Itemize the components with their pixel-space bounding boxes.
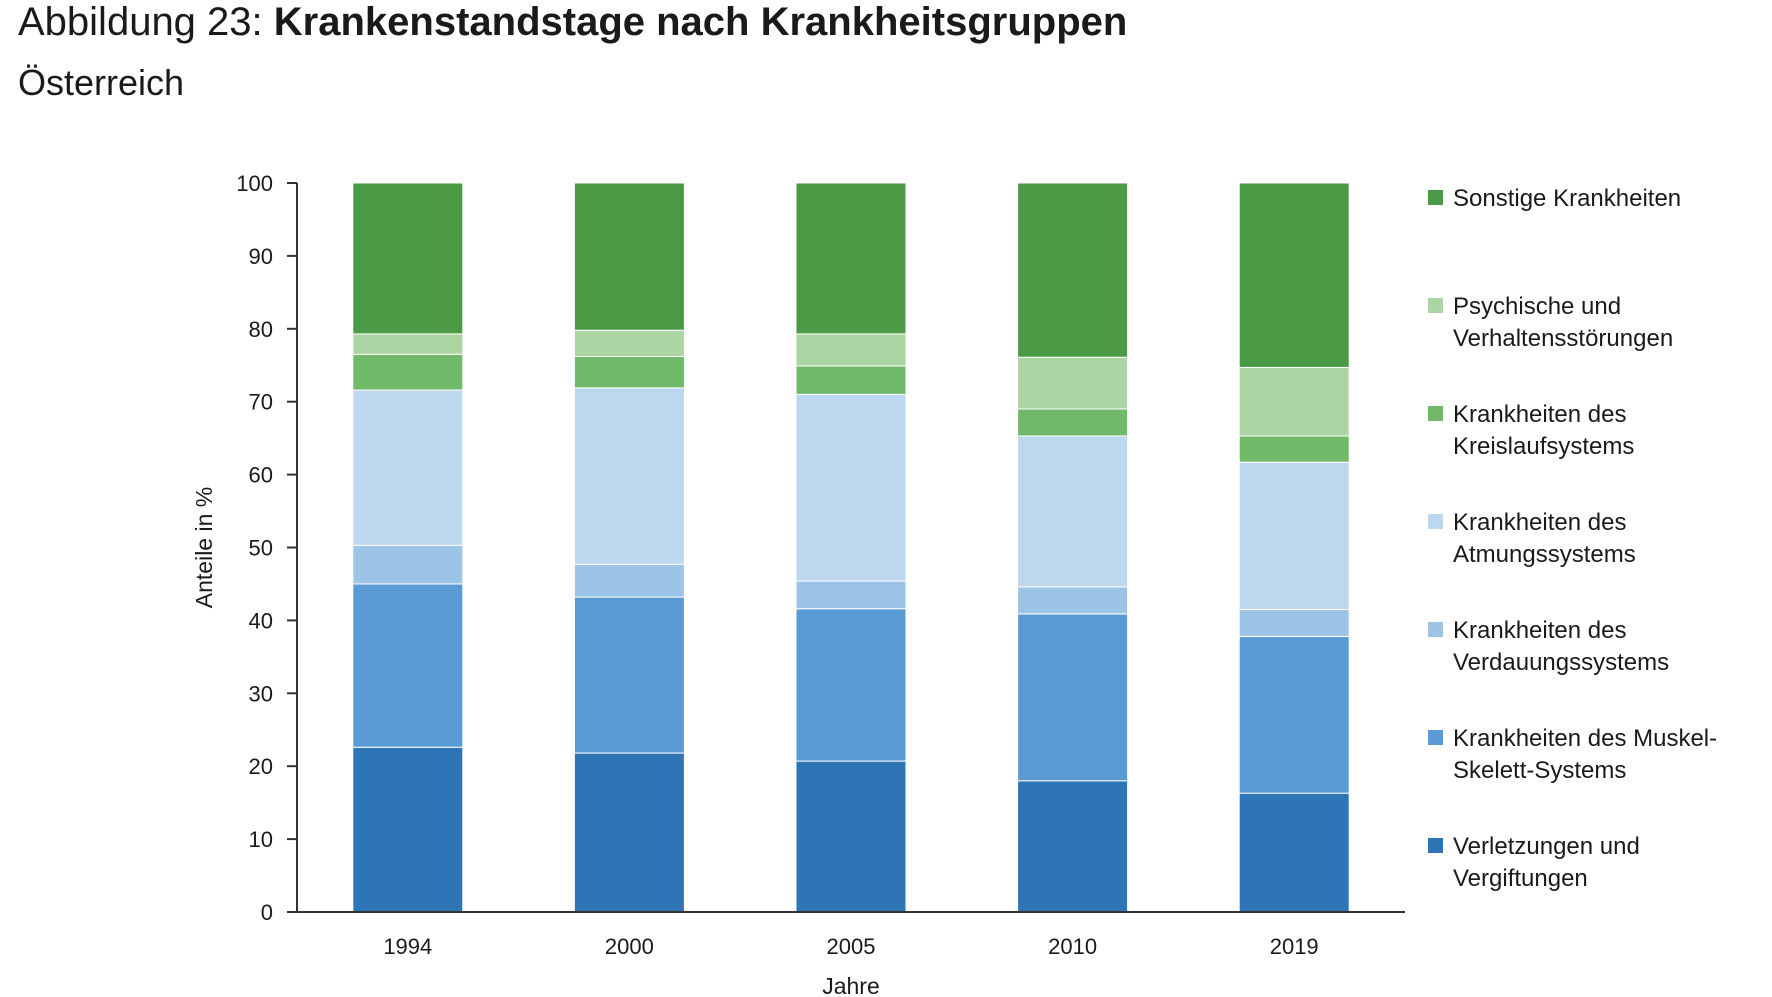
y-tick-label: 90 [249, 244, 273, 269]
bar-segment-1994-series-0 [352, 746, 464, 913]
bar-segment-2005-series-5 [795, 333, 907, 367]
bar-segment-2000-series-0 [573, 752, 685, 913]
bar-segment-2019-series-2 [1238, 608, 1350, 637]
bar-segment-2000-series-1 [573, 596, 685, 754]
bar-segment-2010-series-3 [1017, 435, 1129, 588]
bar-segment-2010-series-0 [1017, 780, 1129, 913]
chart-subtitle: Österreich [18, 62, 185, 103]
bar-segment-2005-series-2 [795, 580, 907, 610]
legend-swatch-series-3 [1428, 514, 1443, 529]
bar-segment-2010-series-5 [1017, 356, 1129, 410]
bar-segment-2000-series-4 [573, 356, 685, 389]
bar-segment-2010-series-6 [1017, 182, 1129, 358]
y-tick-label: 20 [249, 754, 273, 779]
legend-swatch-series-1 [1428, 730, 1443, 745]
legend-swatch-series-2 [1428, 622, 1443, 637]
bar-segment-1994-series-1 [352, 583, 464, 748]
bar-segment-2005-series-3 [795, 393, 907, 582]
bar-segment-2019-series-0 [1238, 792, 1350, 913]
y-tick-label: 40 [249, 608, 273, 633]
bars-group [352, 182, 1350, 913]
legend-label-series-2: Krankheiten des Verdauungssystems [1453, 617, 1669, 676]
bar-segment-1994-series-4 [352, 353, 464, 391]
y-tick-label: 50 [249, 536, 273, 561]
bar-segment-2005-series-1 [795, 608, 907, 762]
x-tick-label: 2019 [1270, 934, 1319, 959]
x-tick-label: 2000 [605, 934, 654, 959]
legend-swatch-series-0 [1428, 838, 1443, 853]
legend-swatch-series-5 [1428, 298, 1443, 313]
bar-segment-2005-series-0 [795, 760, 907, 913]
y-tick-label: 30 [249, 681, 273, 706]
legend-label-series-4: Krankheiten des Kreislaufsystems [1453, 401, 1634, 460]
y-axis-label: Anteile in % [191, 487, 217, 608]
x-tick-label: 2010 [1048, 934, 1097, 959]
bar-segment-2000-series-3 [573, 387, 685, 565]
bar-segment-1994-series-2 [352, 544, 464, 585]
legend-label-series-3: Krankheiten des Atmungssystems [1453, 509, 1636, 568]
bar-segment-2019-series-4 [1238, 435, 1350, 463]
legend-label-series-6: Sonstige Krankheiten [1453, 185, 1681, 212]
bar-segment-2000-series-6 [573, 182, 685, 331]
title-prefix: Abbildung 23: [18, 0, 274, 44]
y-tick-label: 60 [249, 463, 273, 488]
bar-segment-2000-series-5 [573, 329, 685, 358]
y-tick-label: 0 [261, 900, 273, 925]
bar-segment-2005-series-6 [795, 182, 907, 335]
x-tick-label: 2005 [827, 934, 876, 959]
bar-segment-2019-series-5 [1238, 366, 1350, 437]
y-tick-label: 70 [249, 390, 273, 415]
y-tick-label: 10 [249, 827, 273, 852]
legend-label-series-0: Verletzungen und Vergiftungen [1453, 833, 1640, 892]
y-tick-label: 80 [249, 317, 273, 342]
chart-title: Abbildung 23: Krankenstandstage nach Kra… [18, 0, 1127, 45]
legend-swatch-series-4 [1428, 406, 1443, 421]
legend-swatch-series-6 [1428, 190, 1443, 205]
bar-segment-1994-series-3 [352, 389, 464, 546]
bar-segment-1994-series-5 [352, 333, 464, 355]
bar-segment-2010-series-1 [1017, 613, 1129, 782]
axes-group: 1994 2000 2005 2010 2019 0 10 20 30 40 50 60 70 80 90 1… [191, 171, 1405, 997]
legend-label-series-5: Psychische und Verhaltensstörungen [1453, 293, 1673, 352]
bar-segment-2019-series-3 [1238, 461, 1350, 610]
bar-segment-2005-series-4 [795, 365, 907, 395]
bar-segment-2019-series-1 [1238, 635, 1350, 794]
bar-segment-2010-series-2 [1017, 586, 1129, 615]
title-main: Krankenstandstage nach Krankheitsgruppen [273, 0, 1128, 44]
y-tick-label: 100 [236, 171, 273, 196]
bar-segment-2000-series-2 [573, 563, 685, 598]
bar-segment-1994-series-6 [352, 182, 464, 335]
legend-label-series-1: Krankheiten des Muskel-Skelett-Systems [1453, 725, 1717, 784]
x-tick-label: 1994 [383, 934, 432, 959]
bar-segment-2010-series-4 [1017, 408, 1129, 437]
bar-segment-2019-series-6 [1238, 182, 1350, 368]
legend: Sonstige Krankheiten Psychische und Verhal… [1428, 185, 1717, 892]
x-axis-label: Jahre [822, 973, 880, 997]
